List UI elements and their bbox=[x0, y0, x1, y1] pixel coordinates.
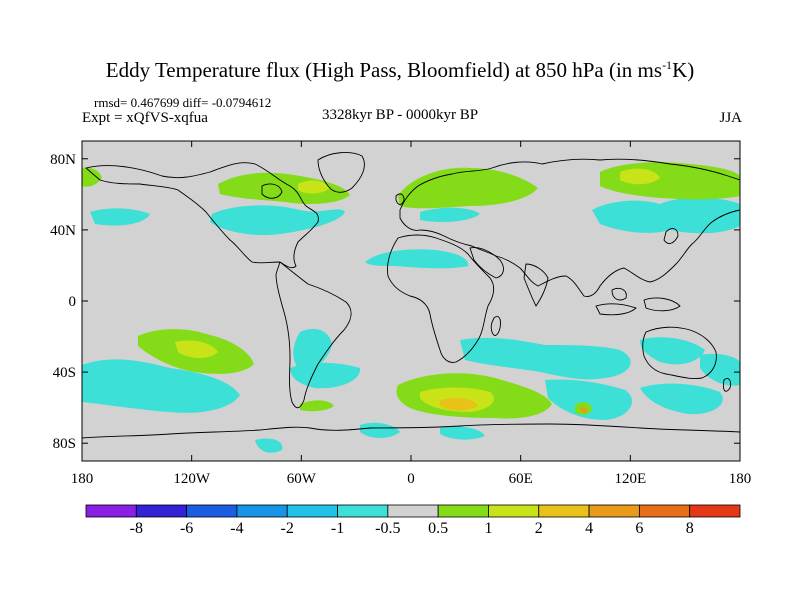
colorbar-swatch bbox=[337, 504, 389, 518]
colorbar-swatch bbox=[588, 504, 640, 518]
season-label: JJA bbox=[719, 110, 742, 126]
anomaly-field bbox=[82, 152, 740, 453]
colorbar-swatch bbox=[437, 504, 489, 518]
colorbar-swatch bbox=[387, 504, 439, 518]
colorbar-swatch bbox=[638, 504, 691, 518]
positive-anomaly-regions bbox=[82, 162, 740, 419]
colorbar-label: -0.5 bbox=[375, 520, 401, 537]
colorbar-label: -8 bbox=[129, 520, 143, 537]
colorbar-label: 2 bbox=[534, 520, 543, 537]
lon-tick-label: 120E bbox=[614, 471, 646, 487]
colorbar-swatch bbox=[186, 504, 238, 518]
colorbar-swatch bbox=[538, 504, 590, 518]
colorbar-swatch bbox=[689, 504, 741, 518]
lat-tick-label: 80N bbox=[50, 152, 76, 168]
lon-tick-label: 60W bbox=[287, 471, 317, 487]
title-superscript: -1 bbox=[662, 58, 673, 72]
axis-tick-labels: 180 120W 60W 0 60E 120E 180 80N 40N 0 40S 80S bbox=[50, 152, 751, 487]
experiment-label: Expt = xQfVS-xqfua bbox=[82, 110, 208, 126]
colorbar-label: -2 bbox=[280, 520, 294, 537]
lon-tick-label: 180 bbox=[71, 471, 94, 487]
lon-tick-label: 180 bbox=[729, 471, 752, 487]
lat-tick-label: 0 bbox=[69, 294, 77, 310]
colorbar-swatch bbox=[488, 504, 540, 518]
title-main: Eddy Temperature flux (High Pass, Bloomf… bbox=[105, 58, 663, 82]
colorbar-label: 0.5 bbox=[428, 520, 449, 537]
colorbar-label: 8 bbox=[685, 520, 694, 537]
lat-tick-label: 80S bbox=[53, 436, 76, 452]
colorbar-label: 6 bbox=[635, 520, 644, 537]
colorbar-label: -1 bbox=[330, 520, 345, 537]
lat-tick-label: 40S bbox=[53, 365, 76, 381]
lon-tick-label: 120W bbox=[173, 471, 211, 487]
period-label: 3328kyr BP - 0000kyr BP bbox=[321, 107, 479, 123]
colorbar-swatch bbox=[85, 504, 137, 518]
colorbar-swatch bbox=[135, 504, 188, 518]
lon-tick-label: 0 bbox=[407, 471, 415, 487]
lat-tick-label: 40N bbox=[50, 223, 76, 239]
colorbar-label: 4 bbox=[585, 520, 594, 537]
colorbar-label: 1 bbox=[484, 520, 493, 537]
axis-ticks bbox=[81, 141, 741, 461]
stats-line: rmsd= 0.467699 diff= -0.0794612 bbox=[94, 95, 272, 110]
colorbar bbox=[85, 504, 741, 518]
colorbar-swatch bbox=[286, 504, 338, 518]
negative-anomaly-regions bbox=[82, 197, 740, 453]
map-title: Eddy Temperature flux (High Pass, Bloomf… bbox=[0, 58, 800, 83]
colorbar-label: -6 bbox=[179, 520, 194, 537]
colorbar-label: -4 bbox=[230, 520, 244, 537]
colorbar-swatch bbox=[236, 504, 288, 518]
coastlines bbox=[82, 152, 740, 439]
lon-tick-label: 60E bbox=[509, 471, 533, 487]
title-suffix: K) bbox=[672, 58, 695, 82]
